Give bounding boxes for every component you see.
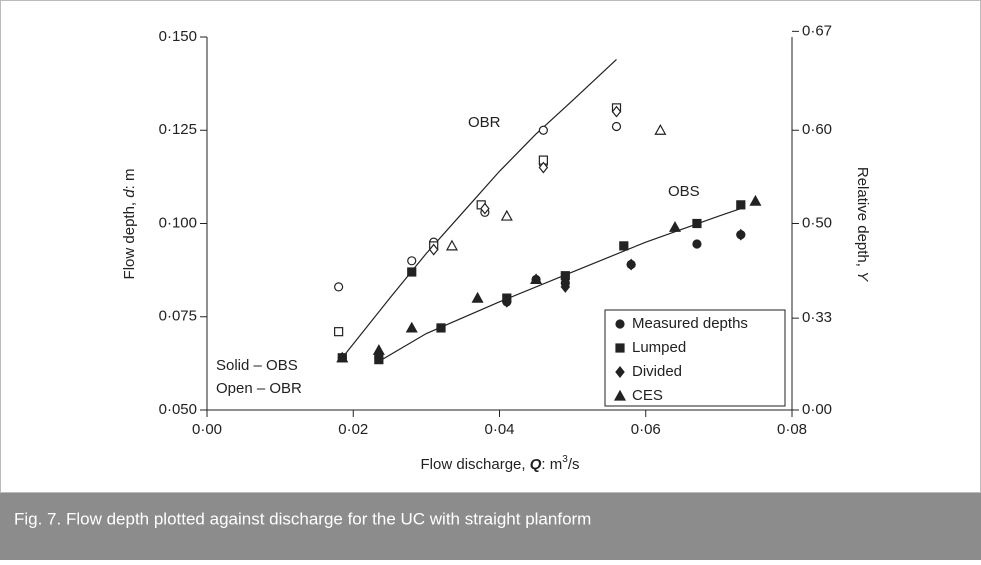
marker (407, 256, 417, 266)
legend-label: Measured depths (632, 315, 748, 332)
y-tick-label: 0·125 (159, 121, 197, 138)
annotation: Solid – OBS (216, 357, 298, 374)
marker (538, 161, 549, 174)
marker (692, 239, 702, 249)
legend-marker (613, 389, 627, 401)
marker (372, 344, 385, 355)
marker (692, 218, 702, 229)
legend-label: CES (632, 387, 663, 404)
marker (436, 323, 446, 333)
marker (626, 258, 636, 271)
legend-marker (615, 319, 625, 329)
x-axis-label: Flow discharge, Q: m3/s (421, 454, 580, 473)
marker (668, 220, 682, 232)
y2-axis-label: Relative depth, Y (854, 167, 871, 282)
marker (407, 267, 417, 277)
marker (445, 239, 458, 251)
marker (611, 105, 622, 118)
marker (428, 243, 439, 256)
legend-box (604, 309, 786, 407)
marker (334, 282, 344, 292)
y2-tick-label: 0·60 (802, 121, 832, 138)
marker (611, 121, 622, 132)
fit-line (378, 208, 742, 363)
marker (336, 351, 349, 363)
marker (530, 273, 543, 285)
legend-label: Lumped (632, 339, 686, 356)
x-tick-label: 0·02 (338, 421, 368, 438)
fit-label: OBS (668, 183, 700, 200)
legend-marker (615, 366, 625, 378)
marker (560, 271, 570, 281)
marker (654, 124, 667, 135)
x-tick-label: 0·08 (777, 421, 807, 438)
fit-line (341, 58, 617, 359)
x-tick-label: 0·06 (631, 421, 661, 438)
y-tick-label: 0·150 (159, 28, 197, 45)
y-tick-label: 0·075 (159, 308, 197, 325)
marker (560, 280, 571, 293)
y2-tick-label: 0·50 (802, 214, 832, 231)
marker (736, 228, 746, 241)
marker (471, 291, 484, 303)
y2-tick-label: 0·67 (802, 22, 832, 39)
annotation: Open – OBR (216, 380, 302, 397)
marker (749, 194, 762, 206)
x-tick-label: 0·00 (192, 421, 222, 438)
y2-tick-label: 0·00 (802, 401, 832, 418)
panel (0, 0, 981, 493)
marker (538, 125, 548, 135)
marker (500, 209, 513, 221)
marker (736, 200, 746, 210)
legend-label: Divided (632, 363, 682, 380)
marker (405, 321, 418, 333)
legend-marker (615, 343, 625, 353)
y2-tick-label: 0·33 (802, 309, 832, 326)
caption: Fig. 7. Flow depth plotted against disch… (14, 509, 591, 528)
x-tick-label: 0·04 (484, 421, 514, 438)
marker (502, 295, 512, 308)
fit-label: OBR (468, 114, 501, 131)
caption-bar (0, 493, 981, 560)
y-tick-label: 0·050 (159, 401, 197, 418)
y-tick-label: 0·100 (159, 214, 197, 231)
y-axis-label: Flow depth, d: m (121, 169, 138, 280)
marker (619, 241, 629, 251)
marker (334, 327, 344, 337)
marker (480, 202, 490, 215)
